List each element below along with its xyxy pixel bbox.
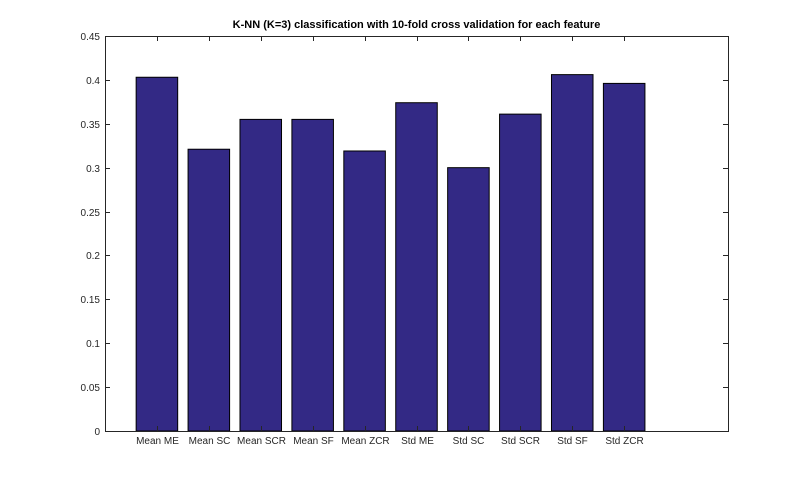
bars-layer [135, 74, 646, 432]
bar [187, 148, 231, 432]
bar [239, 118, 283, 432]
y-tick-label: 0.15 [81, 295, 101, 306]
x-tick-label: Mean SF [293, 436, 334, 447]
y-tick-label: 0.2 [86, 251, 100, 262]
bar [447, 167, 490, 432]
x-tick-label: Mean SCR [237, 436, 286, 447]
x-tick-label: Std SC [453, 436, 485, 447]
y-tick-label: 0.25 [81, 208, 101, 219]
axes-layer [105, 36, 729, 432]
x-tick-label: Mean SC [189, 436, 231, 447]
bar [135, 76, 179, 432]
y-tick-label: 0.1 [86, 339, 100, 350]
bar [499, 113, 542, 432]
x-tick-label: Mean ZCR [341, 436, 389, 447]
bar [343, 150, 386, 432]
x-tick-label: Std ZCR [605, 436, 643, 447]
bar [550, 74, 594, 432]
y-tick-label: 0.3 [86, 164, 100, 175]
y-tick-label: 0.4 [86, 76, 100, 87]
x-tick-label: Std SF [557, 436, 588, 447]
x-tick-label: Std ME [401, 436, 434, 447]
y-tick-label: 0 [94, 427, 100, 438]
x-tick-label: Mean ME [136, 436, 179, 447]
bar [395, 102, 438, 432]
y-tick-label: 0.45 [81, 32, 101, 43]
x-tick-label: Std SCR [501, 436, 540, 447]
chart-title: K-NN (K=3) classification with 10-fold c… [233, 19, 601, 31]
bar [602, 82, 646, 432]
y-tick-label: 0.05 [81, 383, 101, 394]
y-tick-label: 0.35 [81, 120, 101, 131]
bar [291, 118, 334, 432]
labels-layer: 0 0.05 0.1 0.15 0.2 0.25 0.3 0.35 0.4 0.45 Mean ME… [81, 32, 644, 447]
